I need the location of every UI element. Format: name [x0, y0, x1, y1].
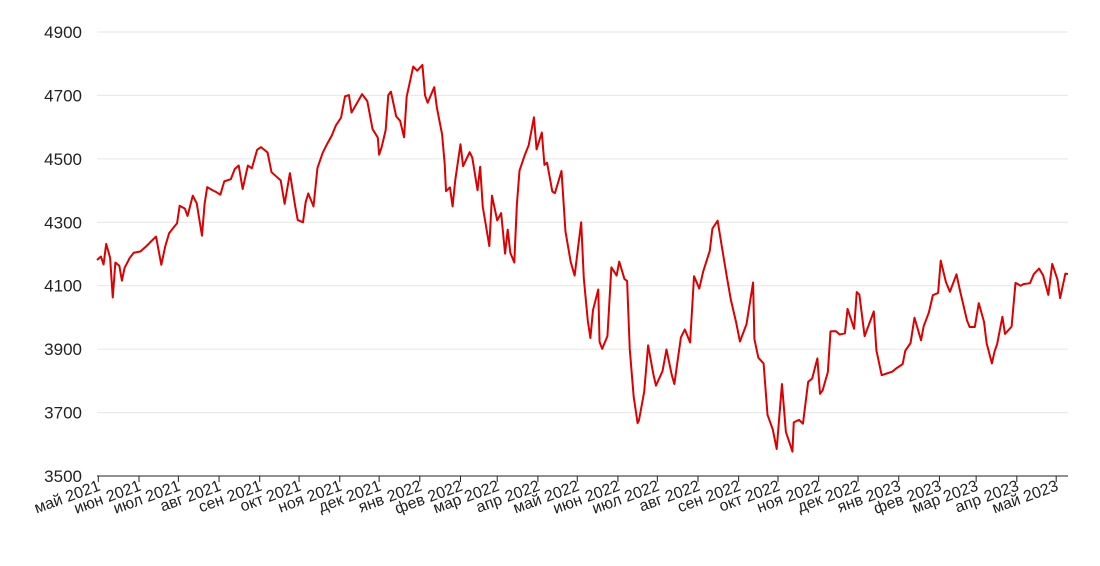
y-tick-label: 4700	[44, 86, 82, 105]
grid-lines	[97, 31, 1068, 414]
y-axis-tick-labels: 3500 3700 3900 4100 4300 4500 4700 4900	[44, 23, 82, 486]
y-tick-label: 4300	[44, 213, 82, 232]
series-line	[96, 63, 1069, 453]
y-tick-label: 3900	[44, 340, 82, 359]
x-axis	[97, 475, 1068, 482]
y-tick-label: 4100	[44, 277, 82, 296]
series-layer	[96, 63, 1069, 453]
y-tick-label: 4900	[44, 23, 82, 42]
y-tick-label: 4500	[44, 150, 82, 169]
y-tick-label: 3700	[44, 404, 82, 423]
y-tick-label: 3500	[44, 467, 82, 486]
